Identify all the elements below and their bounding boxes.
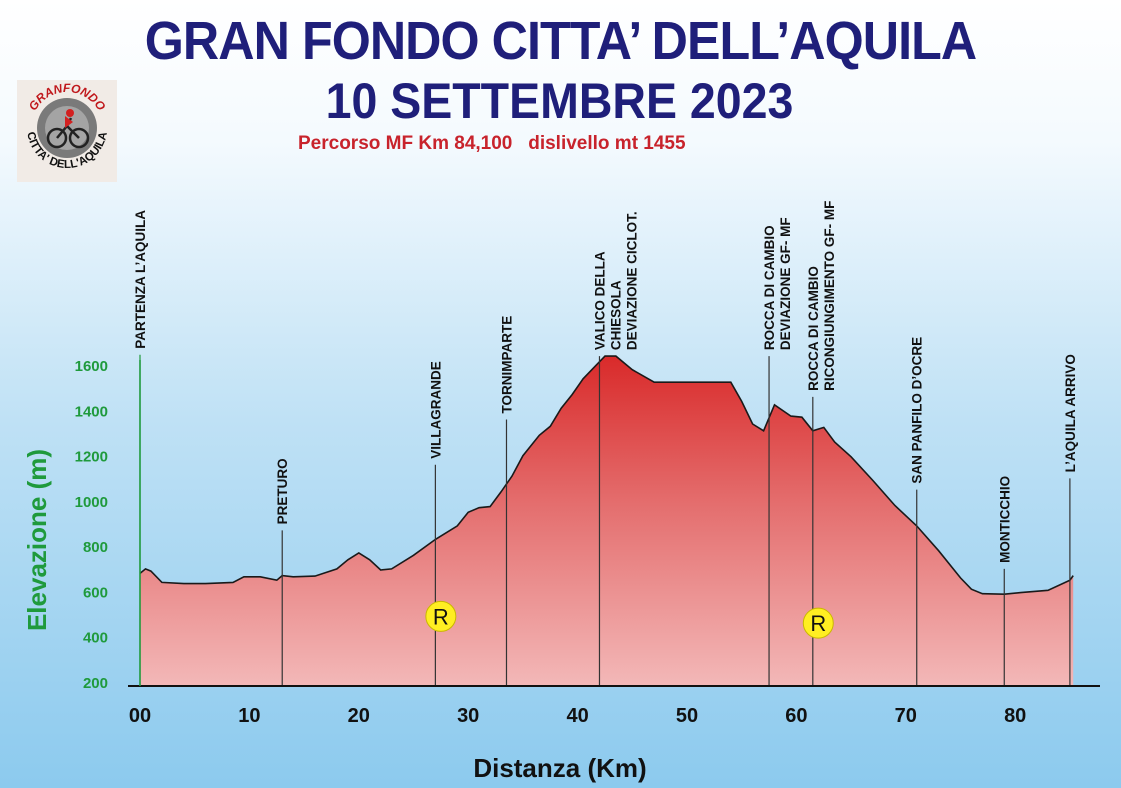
refreshment-marker (425, 600, 457, 632)
x-tick-label: 10 (238, 705, 260, 727)
waypoint-label: TORNIMPARTE (499, 316, 514, 414)
granfondo-logo: GRANFONDO CITTA' DELL'AQUILA (17, 80, 117, 182)
elevation-profile-line (139, 355, 1074, 596)
waypoint-label: ROCCA DI CAMBIORICONGIUNGIMENTO GF- MF (806, 201, 837, 391)
y-tick-label: 400 (83, 630, 108, 647)
refreshment-marker (802, 607, 834, 639)
event-date: 10 SETTEMBRE 2023 (325, 73, 794, 129)
x-axis-label: Distanza (Km) (473, 753, 646, 783)
x-tick-label: 80 (1004, 705, 1026, 727)
y-axis-label: Elevazione (m) (22, 449, 52, 631)
y-tick-label: 1600 (75, 358, 108, 375)
y-tick-label: 1200 (75, 449, 108, 466)
waypoint-label: MONTICCHIO (997, 476, 1012, 563)
y-tick-label: 800 (83, 539, 108, 556)
waypoint-label: SAN PANFILO D’OCRE (910, 337, 925, 484)
waypoint-label: VILLAGRANDE (428, 361, 443, 459)
y-tick-label: 1400 (75, 403, 108, 420)
y-tick-label: 600 (83, 584, 108, 601)
x-tick-label: 20 (348, 705, 370, 727)
waypoint-label: ROCCA DI CAMBIODEVIAZIONE GF- MF (762, 217, 793, 350)
refreshment-label: R (433, 604, 449, 629)
waypoint-label: L’AQUILA ARRIVO (1063, 354, 1078, 472)
refreshment-label: R (810, 611, 826, 636)
x-tick-label: 70 (895, 705, 917, 727)
x-tick-label: 30 (457, 705, 479, 727)
chart-title: GRAN FONDO CITTA’ DELL’AQUILA (144, 11, 977, 71)
x-tick-label: 00 (129, 705, 151, 727)
elevation-area (140, 356, 1074, 686)
x-tick-label: 60 (785, 705, 807, 727)
waypoint-label: PARTENZA L’AQUILA (133, 210, 148, 349)
waypoint-label: PRETURO (275, 458, 290, 524)
y-tick-label: 1000 (75, 494, 108, 511)
y-tick-label: 200 (83, 675, 108, 692)
x-tick-label: 50 (676, 705, 698, 727)
waypoint-label: VALICO DELLACHIESOLADEVIAZIONE CICLOT. (592, 211, 639, 350)
route-subtitle: Percorso MF Km 84,100 dislivello mt 1455 (298, 133, 686, 154)
x-tick-label: 40 (566, 705, 588, 727)
